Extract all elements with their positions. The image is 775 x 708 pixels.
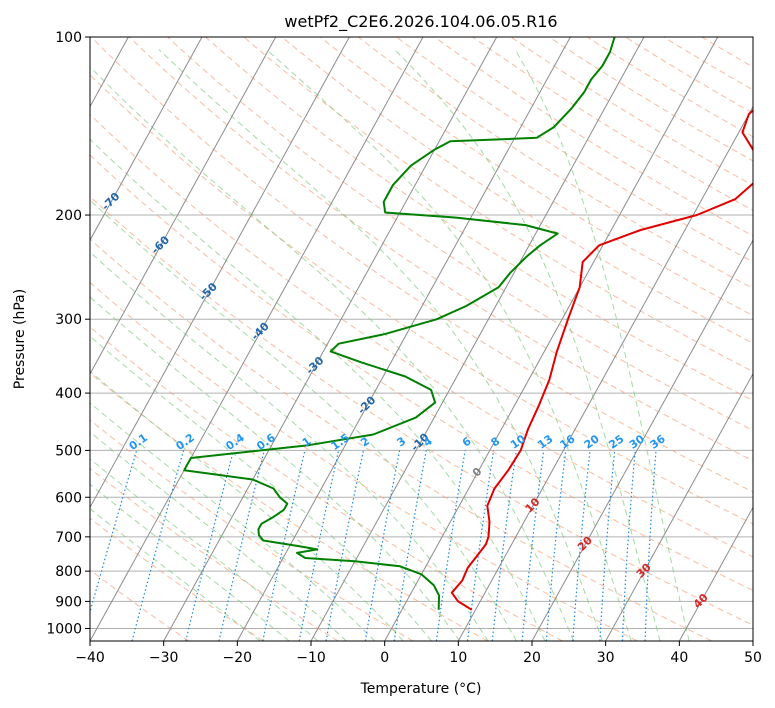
dry-adiabat xyxy=(128,37,753,462)
dry-adiabats xyxy=(90,37,753,641)
dry-adiabat xyxy=(90,195,753,626)
isotherm xyxy=(90,37,277,375)
dry-adiabat xyxy=(281,37,753,344)
isotherm xyxy=(678,506,753,641)
isotherm xyxy=(90,37,350,509)
x-tick-label: 30 xyxy=(597,650,615,666)
moist-adiabat xyxy=(90,458,319,641)
dry-adiabat xyxy=(90,37,753,493)
y-tick-label: 300 xyxy=(55,312,82,328)
x-tick-label: 0 xyxy=(380,650,389,666)
dry-adiabat xyxy=(434,37,753,237)
plot-frame xyxy=(89,36,754,642)
dry-adiabat xyxy=(319,37,753,317)
x-tick-label: −10 xyxy=(296,650,326,666)
x-axis: −40 −30 −20 −10 0 10 20 30 40 50 xyxy=(75,641,762,666)
dry-adiabat xyxy=(357,37,753,290)
isotherm xyxy=(163,37,498,641)
isotherm xyxy=(605,372,753,641)
moist-adiabat xyxy=(90,251,489,641)
y-tick-label: 400 xyxy=(55,386,82,402)
moist-adiabat xyxy=(158,49,603,641)
moist-adiabat xyxy=(90,402,376,641)
x-axis-label: Temperature (°C) xyxy=(360,681,482,697)
mixing-ratio-line xyxy=(393,450,427,641)
isotherm xyxy=(457,105,753,641)
mixing-ratio-line xyxy=(298,450,340,641)
mixing-ratio-line xyxy=(364,450,401,641)
y-axis-label: Pressure (hPa) xyxy=(12,289,28,389)
dry-adiabat xyxy=(90,326,563,641)
dry-adiabat xyxy=(243,37,753,373)
y-tick-label: 100 xyxy=(55,30,82,46)
dewpoint-profile xyxy=(183,37,616,610)
moist-adiabat xyxy=(394,49,661,641)
y-tick-label: 900 xyxy=(55,594,82,610)
isotherms xyxy=(90,37,753,641)
moist-adiabat xyxy=(90,335,432,641)
moist-adiabat xyxy=(90,296,461,641)
moist-adiabat xyxy=(90,66,575,641)
chart-title: wetPf2_C2E6.2026.104.06.05.R16 xyxy=(284,12,557,32)
isotherm xyxy=(310,37,645,641)
mixing-ratio-line xyxy=(218,450,265,641)
y-tick-label: 700 xyxy=(55,530,82,546)
dry-adiabat xyxy=(90,74,753,525)
isotherm xyxy=(236,37,571,641)
temperature-profile xyxy=(450,109,753,611)
profile-series xyxy=(183,37,753,611)
moist-adiabat xyxy=(90,138,546,641)
mixing-ratio-lines xyxy=(90,450,657,641)
mixing-ratio-line xyxy=(131,450,185,641)
x-tick-label: 10 xyxy=(449,650,467,666)
x-tick-label: 40 xyxy=(670,650,688,666)
mixing-ratio-line xyxy=(90,450,138,615)
x-tick-label: 20 xyxy=(523,650,541,666)
moist-adiabat xyxy=(90,431,347,641)
moist-adiabats xyxy=(90,49,690,641)
isotherm xyxy=(90,37,203,242)
y-tick-label: 500 xyxy=(55,443,82,459)
y-tick-label: 200 xyxy=(55,208,82,224)
dry-adiabat xyxy=(90,154,753,592)
x-tick-label: −20 xyxy=(223,650,253,666)
x-tick-label: −40 xyxy=(75,650,105,666)
mixing-ratio-line xyxy=(435,450,466,641)
mixing-ratio-line xyxy=(325,450,364,641)
dry-adiabat xyxy=(396,37,753,263)
isotherm xyxy=(384,37,719,641)
x-tick-label: −30 xyxy=(149,650,179,666)
dry-adiabat xyxy=(90,113,753,558)
isotherm xyxy=(90,37,424,641)
x-tick-label: 50 xyxy=(744,650,762,666)
y-axis: 1000 900 800 700 600 500 400 300 200 100 xyxy=(46,30,90,637)
y-tick-label: 600 xyxy=(55,490,82,506)
dry-adiabat xyxy=(90,238,712,641)
mixing-ratio-line xyxy=(185,450,235,641)
mixing-ratio-line xyxy=(262,450,306,641)
mixing-ratio-line xyxy=(491,450,517,641)
dry-adiabat xyxy=(90,467,339,641)
moist-adiabat xyxy=(266,49,632,641)
moist-adiabat xyxy=(514,49,690,641)
dry-adiabat xyxy=(90,281,638,641)
y-tick-label: 800 xyxy=(55,564,82,580)
isotherm xyxy=(531,239,753,641)
y-tick-label: 1000 xyxy=(46,621,82,637)
